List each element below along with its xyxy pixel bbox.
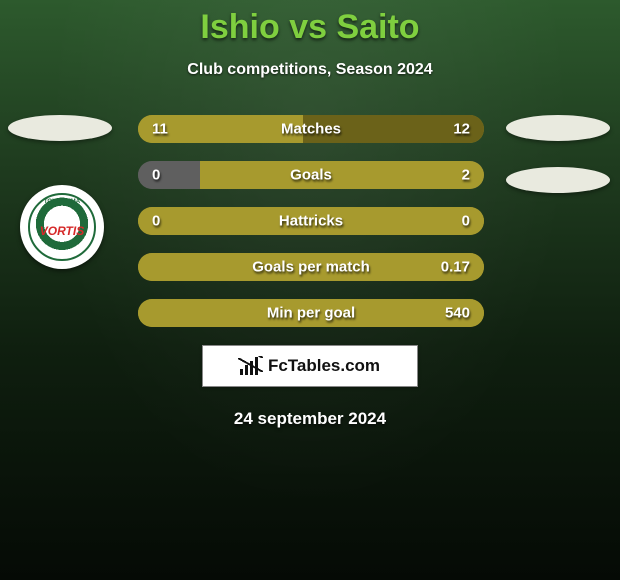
stat-value-left: 11: [152, 121, 168, 138]
stat-value-left: 0: [152, 213, 160, 230]
player-slot-left: [8, 115, 112, 141]
stat-label: Matches: [281, 121, 341, 138]
stat-label: Min per goal: [267, 305, 355, 322]
stat-value-right: 0: [462, 213, 470, 230]
team-logo-main-text: VORTIS: [40, 225, 84, 237]
brand-text: FcTables.com: [268, 356, 380, 376]
stat-row: 0 2 Goals: [138, 161, 484, 189]
brand-box[interactable]: FcTables.com: [202, 345, 418, 387]
stat-value-right: 0.17: [441, 259, 470, 276]
team-logo-graphic: TOKUSHIMA VORTIS: [28, 193, 96, 261]
stat-bars: 11 12 Matches 0 2 Goals 0 0 Hattricks 0.17 Goals p…: [138, 115, 484, 327]
stat-label: Goals per match: [252, 259, 370, 276]
stat-fill-right: [200, 161, 484, 189]
comparison-card: Ishio vs Saito Club competitions, Season…: [0, 0, 620, 429]
stat-value-left: 0: [152, 167, 160, 184]
bar-chart-icon: [240, 357, 262, 375]
stat-row: 0.17 Goals per match: [138, 253, 484, 281]
stat-value-right: 540: [445, 305, 470, 322]
date-text: 24 september 2024: [0, 409, 620, 429]
stat-row: 540 Min per goal: [138, 299, 484, 327]
player-slot-right-1: [506, 115, 610, 141]
stat-label: Goals: [290, 167, 332, 184]
stat-value-right: 2: [462, 167, 470, 184]
stats-area: TOKUSHIMA VORTIS 11 12 Matches 0 2 Goals 0 0 Hat…: [0, 115, 620, 327]
stat-fill-left: [138, 161, 200, 189]
subtitle: Club competitions, Season 2024: [0, 61, 620, 79]
player-slot-right-2: [506, 167, 610, 193]
stat-row: 0 0 Hattricks: [138, 207, 484, 235]
team-logo-left: TOKUSHIMA VORTIS: [20, 185, 104, 269]
stat-value-right: 12: [453, 121, 470, 138]
page-title: Ishio vs Saito: [0, 0, 620, 47]
stat-label: Hattricks: [279, 213, 343, 230]
team-logo-top-text: TOKUSHIMA: [44, 199, 80, 205]
stat-row: 11 12 Matches: [138, 115, 484, 143]
